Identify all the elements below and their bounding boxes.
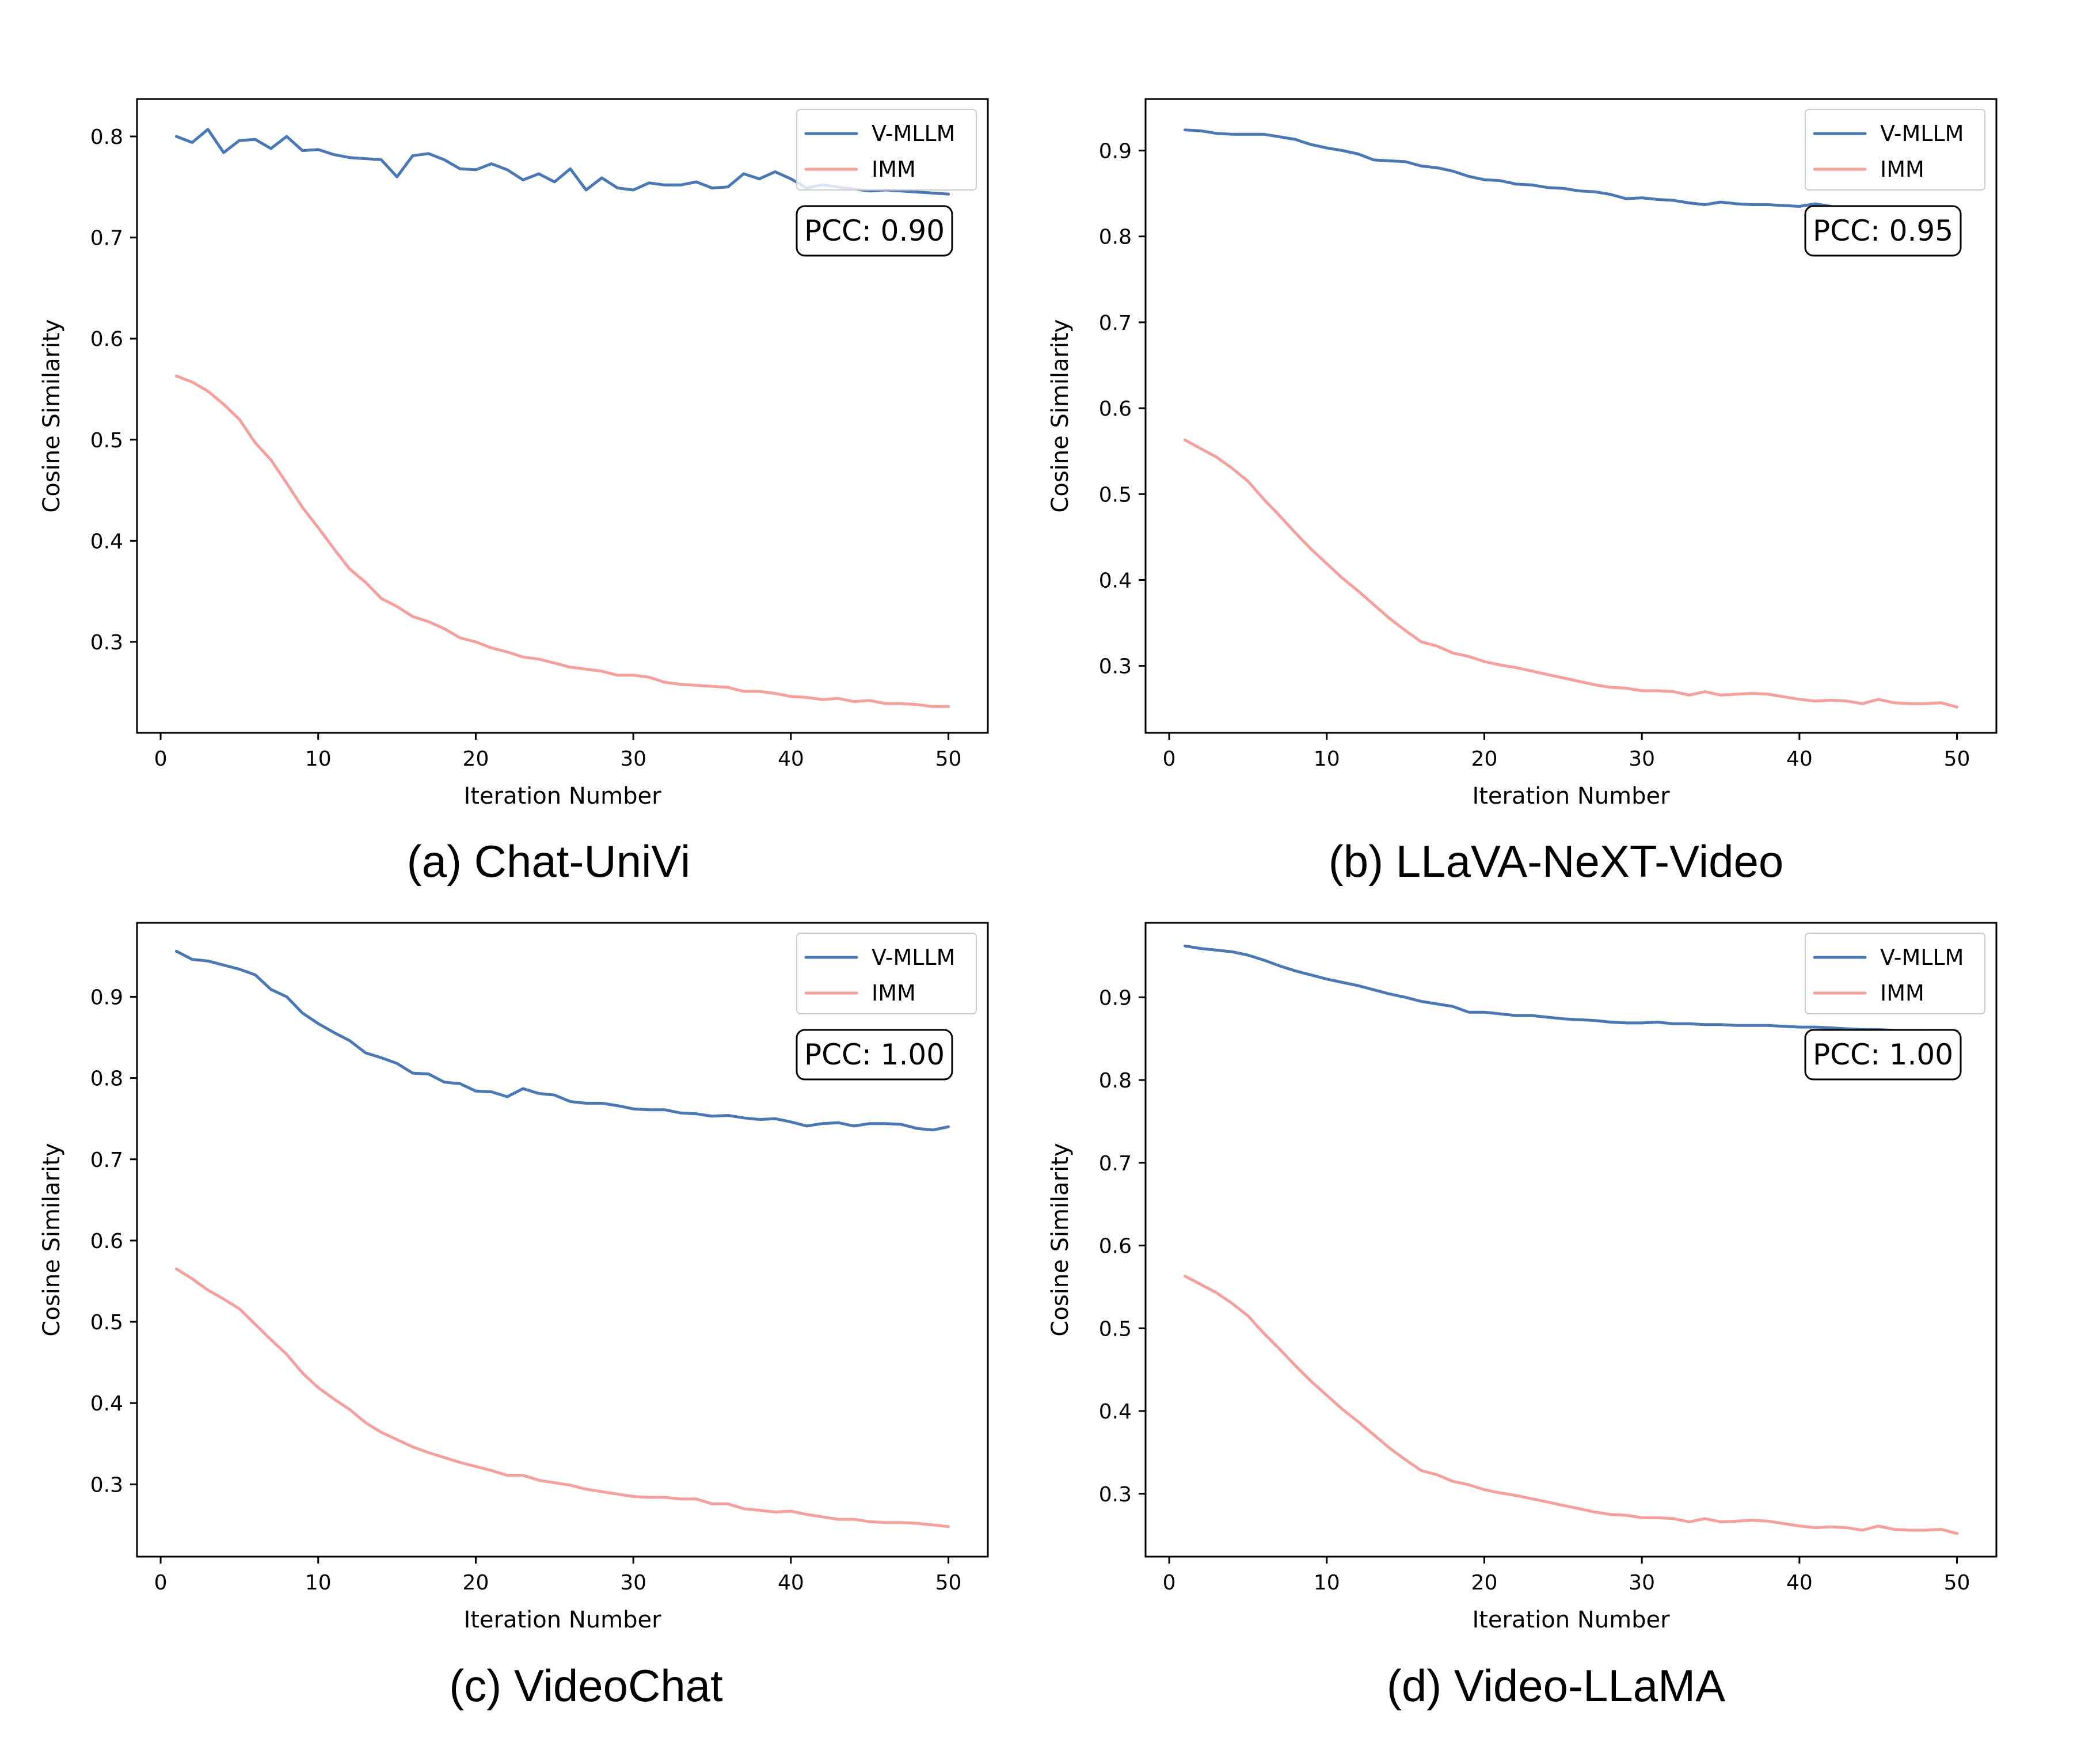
series-line-v-mllm [1183, 944, 1959, 1033]
y-tick-label: 0.4 [90, 1392, 123, 1416]
x-tick-label: 10 [1314, 1571, 1340, 1595]
y-tick-label: 0.4 [1099, 1400, 1132, 1424]
x-tick-label: 10 [305, 747, 332, 771]
x-tick-label: 50 [1944, 747, 1970, 771]
y-axis-label: Cosine Similarity [1047, 1143, 1074, 1336]
chart-panel-1: 0 10 20 30 40 50 0.3 0.4 0.5 0.6 0.7 0.8 Iteration N… [39, 98, 989, 887]
x-tick-label: 50 [935, 1571, 962, 1595]
x-tick-label: 40 [778, 1571, 804, 1595]
y-tick-label: 0.8 [90, 125, 123, 149]
legend-label-v-mllm: V-MLLM [1880, 121, 1964, 146]
axes-frame [136, 922, 989, 1558]
y-tick-label: 0.9 [90, 986, 123, 1009]
chart-panel-3: 0 10 20 30 40 50 0.3 0.4 0.5 0.6 0.7 0.8 0.9 Iteratio… [39, 922, 989, 1711]
y-tick-label: 0.3 [1099, 655, 1132, 679]
y-tick-label: 0.9 [1099, 140, 1132, 163]
y-tick-label: 0.7 [1099, 311, 1132, 335]
y-tick-label: 0.6 [1099, 1235, 1132, 1258]
legend-label-v-mllm: V-MLLM [872, 945, 955, 970]
x-tick-label: 20 [463, 1571, 489, 1595]
x-axis-label: Iteration Number [1472, 783, 1670, 809]
y-tick-label: 0.6 [90, 328, 123, 351]
series-line-v-mllm [174, 949, 950, 1132]
pcc-annotation: PCC: 0.90 [804, 214, 945, 248]
x-tick-label: 20 [1471, 747, 1498, 771]
y-tick-label: 0.3 [90, 631, 123, 655]
legend-label-imm: IMM [1880, 157, 1924, 182]
y-tick-label: 0.7 [1099, 1152, 1132, 1176]
subfigure-caption: (a) Chat-UniVi [407, 836, 691, 887]
x-tick-label: 10 [1314, 747, 1340, 771]
y-tick-label: 0.4 [90, 530, 123, 553]
x-tick-label: 0 [1163, 1571, 1176, 1595]
y-tick-label: 0.5 [90, 429, 123, 452]
y-tick-label: 0.7 [90, 1148, 123, 1172]
pcc-annotation-box [796, 205, 953, 257]
axes-frame [1144, 98, 1998, 734]
series-line-imm [174, 374, 950, 708]
subfigure-caption: (b) LLaVA-NeXT-Video [1329, 836, 1784, 887]
series-line-imm [174, 1267, 950, 1528]
y-tick-label: 0.6 [90, 1230, 123, 1253]
x-tick-label: 30 [1629, 1571, 1655, 1595]
pcc-annotation-box [796, 1029, 953, 1081]
subfigure-caption: (c) VideoChat [449, 1660, 723, 1711]
legend-label-imm: IMM [872, 157, 916, 182]
y-tick-label: 0.4 [1099, 569, 1132, 592]
x-tick-label: 0 [1163, 747, 1176, 771]
y-tick-label: 0.3 [1099, 1483, 1132, 1507]
legend-label-imm: IMM [872, 980, 916, 1006]
y-axis-label: Cosine Similarity [1047, 319, 1074, 512]
legend-label-imm: IMM [1880, 980, 1924, 1006]
y-tick-label: 0.5 [1099, 1317, 1132, 1341]
y-tick-label: 0.3 [90, 1473, 123, 1497]
y-tick-label: 0.5 [90, 1311, 123, 1334]
pcc-annotation: PCC: 1.00 [804, 1038, 945, 1071]
x-tick-label: 40 [778, 747, 804, 771]
x-tick-label: 0 [154, 1571, 168, 1595]
y-tick-label: 0.5 [1099, 483, 1132, 507]
y-tick-label: 0.9 [1099, 986, 1132, 1010]
pcc-annotation-box [1804, 1029, 1962, 1081]
series-line-imm [1183, 438, 1959, 709]
legend-label-v-mllm: V-MLLM [872, 121, 955, 146]
legend-label-v-mllm: V-MLLM [1880, 945, 1964, 970]
x-tick-label: 40 [1786, 1571, 1813, 1595]
y-tick-label: 0.8 [1099, 226, 1132, 249]
x-tick-label: 30 [1629, 747, 1655, 771]
x-tick-label: 30 [620, 1571, 646, 1595]
y-axis-label: Cosine Similarity [39, 1143, 65, 1336]
x-tick-label: 40 [1786, 747, 1813, 771]
x-tick-label: 20 [463, 747, 489, 771]
x-tick-label: 10 [305, 1571, 332, 1595]
y-tick-label: 0.6 [1099, 397, 1132, 421]
axes-frame [136, 98, 989, 734]
x-tick-label: 50 [1944, 1571, 1970, 1595]
y-tick-label: 0.8 [90, 1067, 123, 1091]
axes-frame [1144, 922, 1998, 1558]
x-tick-label: 0 [154, 747, 168, 771]
x-tick-label: 30 [620, 747, 646, 771]
y-tick-label: 0.8 [1099, 1069, 1132, 1093]
pcc-annotation-box [1804, 205, 1962, 257]
y-axis-label: Cosine Similarity [39, 319, 65, 512]
subfigure-caption: (d) Video-LLaMA [1387, 1660, 1725, 1711]
x-axis-label: Iteration Number [1472, 1607, 1670, 1633]
x-tick-label: 50 [935, 747, 962, 771]
x-tick-label: 20 [1471, 1571, 1498, 1595]
series-line-imm [1183, 1275, 1959, 1535]
chart-panel-4: 0 10 20 30 40 50 0.3 0.4 0.5 0.6 0.7 0.8 0.9 Iteratio… [1047, 922, 1998, 1711]
chart-panel-2: 0 10 20 30 40 50 0.3 0.4 0.5 0.6 0.7 0.8 0.9 Iteratio… [1047, 98, 1998, 887]
pcc-annotation: PCC: 1.00 [1813, 1038, 1953, 1071]
x-axis-label: Iteration Number [463, 783, 661, 809]
y-tick-label: 0.7 [90, 227, 123, 250]
pcc-annotation: PCC: 0.95 [1813, 214, 1953, 248]
x-axis-label: Iteration Number [463, 1607, 661, 1633]
